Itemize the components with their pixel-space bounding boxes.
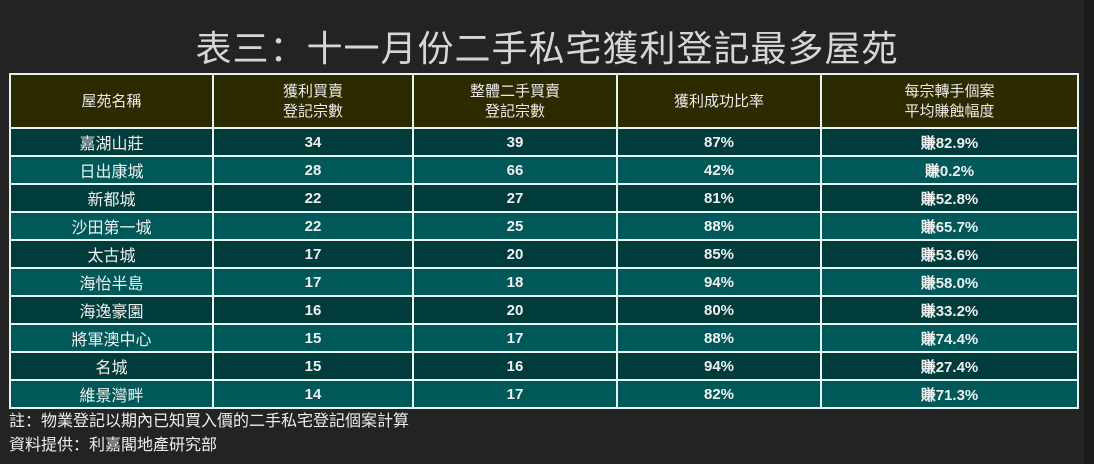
avg-change: 賺65.7%	[820, 211, 1079, 241]
header-success-rate: 獲利成功比率	[616, 73, 822, 129]
table-row: 海逸豪園 16 20 80% 賺33.2%	[9, 295, 1079, 325]
total-count: 17	[412, 323, 618, 353]
estate-name: 沙田第一城	[9, 211, 214, 241]
table-row: 維景灣畔 14 17 82% 賺71.3%	[9, 379, 1079, 409]
avg-change: 賺82.9%	[820, 127, 1079, 157]
header-avg-change: 每宗轉手個案 平均賺蝕幅度	[820, 73, 1079, 129]
success-rate: 42%	[616, 155, 822, 185]
total-count: 25	[412, 211, 618, 241]
estate-name: 將軍澳中心	[9, 323, 214, 353]
table-row: 名城 15 16 94% 賺27.4%	[9, 351, 1079, 381]
avg-change: 賺71.3%	[820, 379, 1079, 409]
header-label: 屋苑名稱	[81, 92, 142, 110]
table-row: 海怡半島 17 18 94% 賺58.0%	[9, 267, 1079, 297]
estate-table: 屋苑名稱 獲利買賣 登記宗數 整體二手買賣 登記宗數 獲利成功比率 每宗轉手個案 平均…	[9, 73, 1079, 409]
estate-name: 維景灣畔	[9, 379, 214, 409]
table-row: 將軍澳中心 15 17 88% 賺74.4%	[9, 323, 1079, 353]
avg-change: 賺27.4%	[820, 351, 1079, 381]
header-profit-count: 獲利買賣 登記宗數	[212, 73, 414, 129]
success-rate: 80%	[616, 295, 822, 325]
profit-count: 16	[212, 295, 414, 325]
total-count: 18	[412, 267, 618, 297]
success-rate: 85%	[616, 239, 822, 269]
table-header-row: 屋苑名稱 獲利買賣 登記宗數 整體二手買賣 登記宗數 獲利成功比率 每宗轉手個案 平均…	[9, 73, 1079, 129]
header-label: 獲利成功比率	[673, 92, 764, 110]
success-rate: 82%	[616, 379, 822, 409]
profit-count: 22	[212, 211, 414, 241]
success-rate: 88%	[616, 211, 822, 241]
total-count: 20	[412, 295, 618, 325]
page-title: 表三：十一月份二手私宅獲利登記最多屋苑	[195, 29, 899, 70]
header-label: 每宗轉手個案	[904, 82, 995, 100]
footnote-source: 資料提供：利嘉閣地產研究部	[9, 435, 218, 454]
header-label: 獲利買賣	[282, 82, 343, 100]
avg-change: 賺33.2%	[820, 295, 1079, 325]
table-row: 嘉湖山莊 34 39 87% 賺82.9%	[9, 127, 1079, 157]
table-row: 沙田第一城 22 25 88% 賺65.7%	[9, 211, 1079, 241]
header-label: 登記宗數	[484, 102, 545, 120]
right-edge-strip	[1084, 0, 1094, 464]
estate-name: 海怡半島	[9, 267, 214, 297]
header-total-count: 整體二手買賣 登記宗數	[412, 73, 618, 129]
footnote-note: 註：物業登記以期內已知買入價的二手私宅登記個案計算	[9, 411, 410, 430]
estate-name: 新都城	[9, 183, 214, 213]
estate-name: 嘉湖山莊	[9, 127, 214, 157]
profit-count: 15	[212, 351, 414, 381]
avg-change: 賺74.4%	[820, 323, 1079, 353]
header-estate-name: 屋苑名稱	[9, 73, 214, 129]
success-rate: 88%	[616, 323, 822, 353]
profit-count: 34	[212, 127, 414, 157]
profit-count: 28	[212, 155, 414, 185]
avg-change: 賺0.2%	[820, 155, 1079, 185]
estate-name: 海逸豪園	[9, 295, 214, 325]
profit-count: 14	[212, 379, 414, 409]
profit-count: 22	[212, 183, 414, 213]
success-rate: 87%	[616, 127, 822, 157]
success-rate: 81%	[616, 183, 822, 213]
table-row: 新都城 22 27 81% 賺52.8%	[9, 183, 1079, 213]
avg-change: 賺52.8%	[820, 183, 1079, 213]
success-rate: 94%	[616, 267, 822, 297]
estate-name: 名城	[9, 351, 214, 381]
footnotes: 註：物業登記以期內已知買入價的二手私宅登記個案計算 資料提供：利嘉閣地產研究部	[9, 409, 409, 457]
header-label: 整體二手買賣	[469, 82, 560, 100]
total-count: 17	[412, 379, 618, 409]
total-count: 27	[412, 183, 618, 213]
profit-count: 17	[212, 267, 414, 297]
total-count: 20	[412, 239, 618, 269]
total-count: 66	[412, 155, 618, 185]
avg-change: 賺53.6%	[820, 239, 1079, 269]
header-label: 平均賺蝕幅度	[904, 102, 995, 120]
profit-count: 17	[212, 239, 414, 269]
estate-name: 日出康城	[9, 155, 214, 185]
header-label: 登記宗數	[282, 102, 343, 120]
table-row: 太古城 17 20 85% 賺53.6%	[9, 239, 1079, 269]
success-rate: 94%	[616, 351, 822, 381]
avg-change: 賺58.0%	[820, 267, 1079, 297]
profit-count: 15	[212, 323, 414, 353]
total-count: 39	[412, 127, 618, 157]
total-count: 16	[412, 351, 618, 381]
table-row: 日出康城 28 66 42% 賺0.2%	[9, 155, 1079, 185]
estate-name: 太古城	[9, 239, 214, 269]
